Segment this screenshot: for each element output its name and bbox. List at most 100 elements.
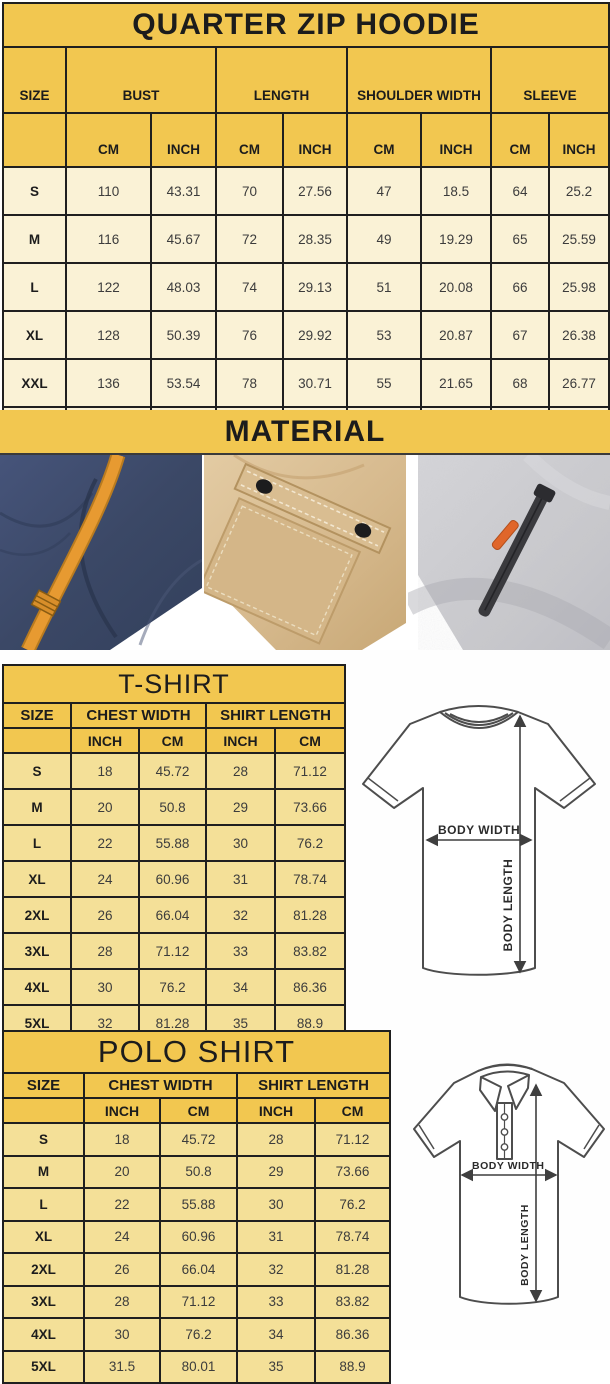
value-cell: 48.03 xyxy=(150,262,217,312)
value-cell: 53 xyxy=(346,310,422,360)
unit-header: CM xyxy=(138,727,207,754)
value-cell: 70 xyxy=(215,166,284,216)
size-label-cell: M xyxy=(2,1154,85,1189)
value-cell: 18 xyxy=(83,1122,161,1157)
size-row: L 22 55.88 30 76.2 xyxy=(2,1187,392,1222)
value-cell: 25.98 xyxy=(547,262,610,312)
size-label-cell: 5XL xyxy=(2,1349,85,1384)
unit-header: CM xyxy=(313,1097,392,1124)
unit-header: INCH xyxy=(420,112,492,168)
value-cell: 31 xyxy=(236,1219,316,1254)
size-label-cell: S xyxy=(2,1122,85,1157)
table-title: QUARTER ZIP HOODIE xyxy=(1,2,610,48)
size-label-cell: XL xyxy=(2,1219,85,1254)
value-cell: 26 xyxy=(70,896,140,934)
size-row: 4XL 30 76.2 34 86.36 xyxy=(2,968,347,1006)
size-row: M 20 50.8 29 73.66 xyxy=(2,1154,392,1189)
polo-outline xyxy=(413,1063,605,1305)
value-cell: 83.82 xyxy=(273,932,347,970)
column-group-header: SHIRT LENGTH xyxy=(204,702,347,729)
value-cell: 49 xyxy=(346,214,422,264)
unit-header: CM xyxy=(215,112,284,168)
value-cell: 30 xyxy=(70,968,140,1006)
size-label-cell: 4XL xyxy=(2,968,72,1006)
unit-header-spacer xyxy=(2,727,72,754)
value-cell: 81.28 xyxy=(273,896,347,934)
value-cell: 53.54 xyxy=(150,358,217,408)
polo-measurement-diagram: BODY WIDTH BODY LENGTH xyxy=(413,1063,605,1305)
unit-header: INCH xyxy=(282,112,348,168)
material-title: MATERIAL xyxy=(224,414,386,448)
value-cell: 30.71 xyxy=(282,358,348,408)
value-cell: 26.77 xyxy=(547,358,610,408)
size-row: L 22 55.88 30 76.2 xyxy=(2,824,347,862)
navy-fleece-orange-drawstring-photo xyxy=(0,455,202,650)
table-title: POLO SHIRT xyxy=(1,1030,392,1074)
value-cell: 31 xyxy=(205,860,276,898)
size-label-cell: XL xyxy=(2,860,72,898)
value-cell: 76.2 xyxy=(159,1317,238,1352)
body-length-label: BODY LENGTH xyxy=(519,1204,531,1286)
unit-row: INCH CM INCH CM xyxy=(2,1097,392,1124)
material-photos-row xyxy=(0,455,610,650)
unit-header: INCH xyxy=(70,727,140,754)
value-cell: 45.72 xyxy=(159,1122,238,1157)
value-cell: 116 xyxy=(65,214,152,264)
unit-row: CM INCH CM INCH CM INCH CM INCH xyxy=(2,112,610,168)
value-cell: 18 xyxy=(70,752,140,790)
size-row: XL 24 60.96 31 78.74 xyxy=(2,860,347,898)
table-title: T-SHIRT xyxy=(1,664,347,704)
unit-header-spacer xyxy=(2,1097,85,1124)
value-cell: 20.87 xyxy=(420,310,492,360)
table-title-row: T-SHIRT xyxy=(1,664,347,704)
value-cell: 76.2 xyxy=(273,824,347,862)
value-cell: 55.88 xyxy=(159,1187,238,1222)
value-cell: 33 xyxy=(205,932,276,970)
size-label-cell: M xyxy=(2,788,72,826)
value-cell: 83.82 xyxy=(313,1284,392,1319)
size-row: XL 128 50.39 76 29.92 53 20.87 67 26.38 xyxy=(2,310,610,360)
value-cell: 71.12 xyxy=(159,1284,238,1319)
value-cell: 86.36 xyxy=(313,1317,392,1352)
value-cell: 110 xyxy=(65,166,152,216)
size-label-cell: S xyxy=(2,752,72,790)
tshirt-measurement-diagram: BODY WIDTH BODY LENGTH xyxy=(362,705,596,976)
value-cell: 74 xyxy=(215,262,284,312)
value-cell: 60.96 xyxy=(138,860,207,898)
value-cell: 64 xyxy=(490,166,550,216)
column-group-row: SIZE CHEST WIDTH SHIRT LENGTH xyxy=(2,1072,392,1099)
size-row: 3XL 28 71.12 33 83.82 xyxy=(2,1284,392,1319)
size-row: 4XL 30 76.2 34 86.36 xyxy=(2,1317,392,1352)
value-cell: 35 xyxy=(236,1349,316,1384)
material-section-header: MATERIAL xyxy=(0,410,610,455)
value-cell: 29 xyxy=(205,788,276,826)
unit-header: INCH xyxy=(205,727,276,754)
unit-header: INCH xyxy=(547,112,610,168)
unit-header: INCH xyxy=(83,1097,161,1124)
value-cell: 26 xyxy=(83,1252,161,1287)
size-label-cell: XXL xyxy=(2,358,67,408)
value-cell: 81.28 xyxy=(313,1252,392,1287)
value-cell: 68 xyxy=(490,358,550,408)
body-width-label: BODY WIDTH xyxy=(472,1160,544,1172)
value-cell: 71.12 xyxy=(313,1122,392,1157)
value-cell: 30 xyxy=(205,824,276,862)
value-cell: 30 xyxy=(83,1317,161,1352)
value-cell: 122 xyxy=(65,262,152,312)
value-cell: 27.56 xyxy=(282,166,348,216)
column-group-header: SIZE xyxy=(2,1072,85,1099)
value-cell: 51 xyxy=(346,262,422,312)
column-group-header: SHIRT LENGTH xyxy=(235,1072,392,1099)
column-group-header: CHEST WIDTH xyxy=(70,702,207,729)
value-cell: 73.66 xyxy=(313,1154,392,1189)
size-row: S 18 45.72 28 71.12 xyxy=(2,1122,392,1157)
size-row: 5XL 31.5 80.01 35 88.9 xyxy=(2,1349,392,1384)
size-label-cell: L xyxy=(2,1187,85,1222)
value-cell: 66.04 xyxy=(159,1252,238,1287)
body-length-label: BODY LENGTH xyxy=(501,859,515,952)
value-cell: 25.59 xyxy=(547,214,610,264)
value-cell: 28 xyxy=(205,752,276,790)
value-cell: 55 xyxy=(346,358,422,408)
value-cell: 28.35 xyxy=(282,214,348,264)
